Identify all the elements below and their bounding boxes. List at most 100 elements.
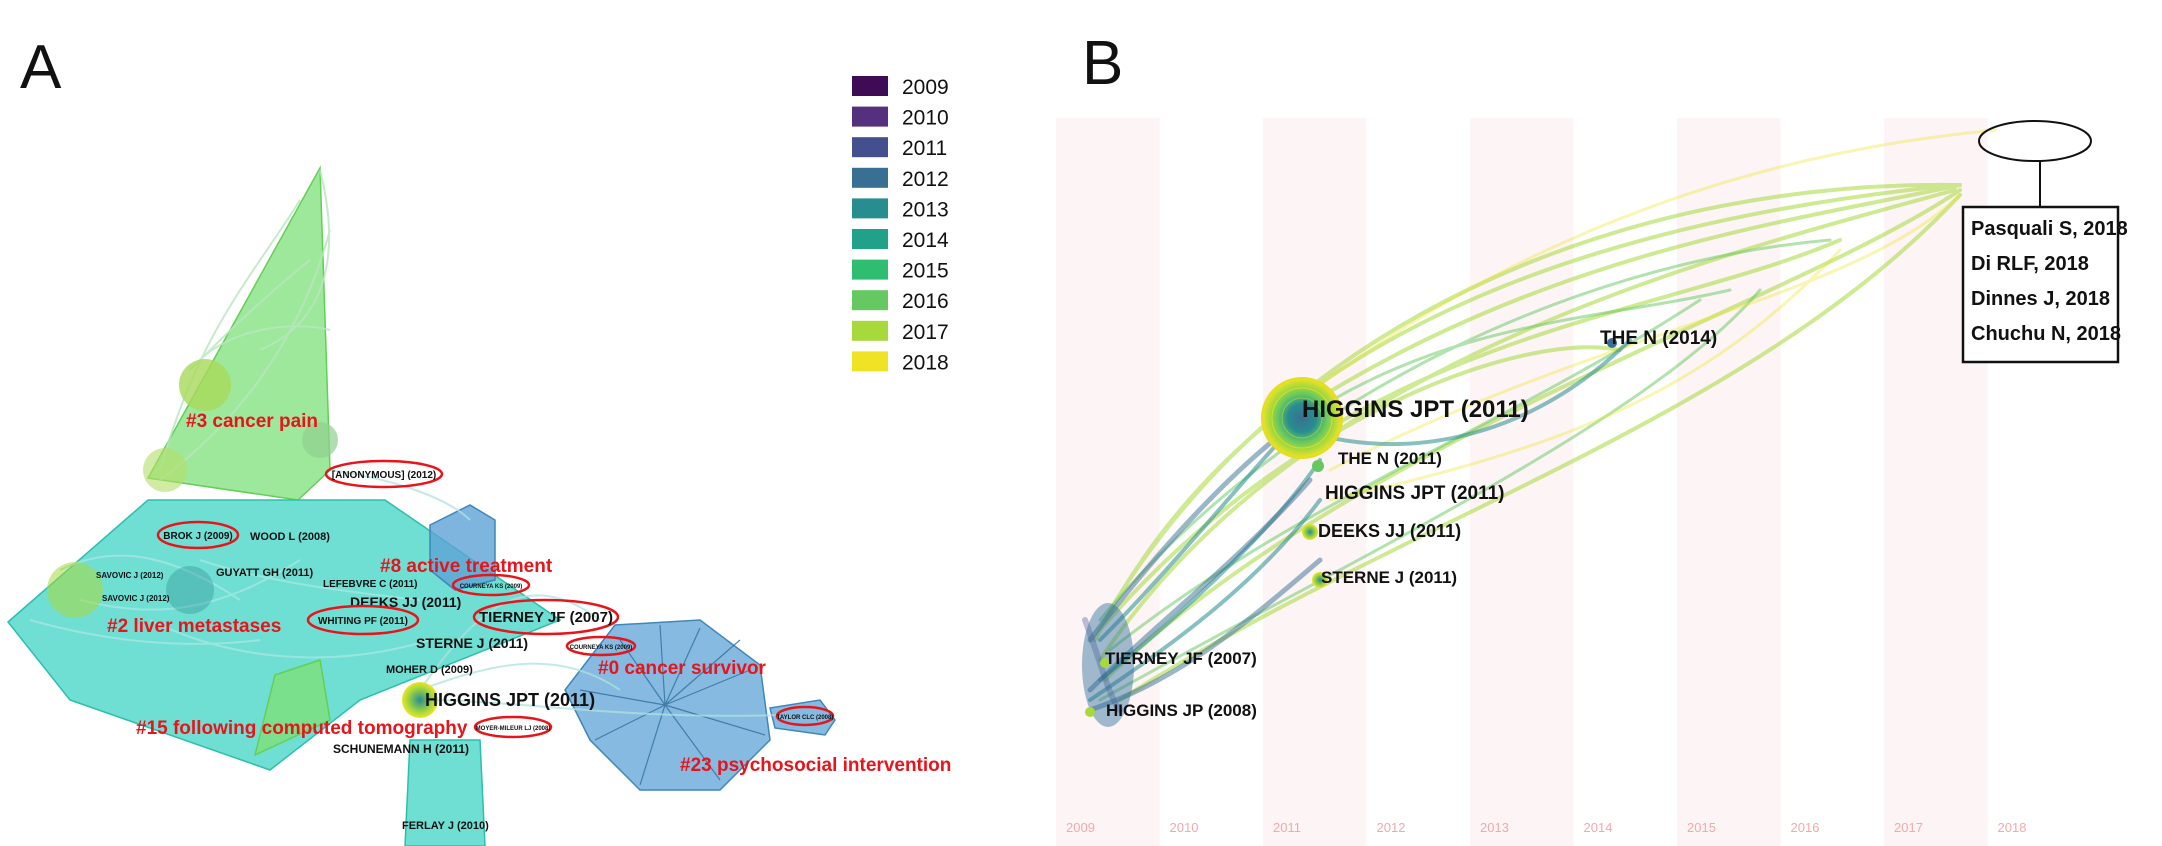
legend-swatch: [852, 290, 888, 311]
panel-a-letter: A: [20, 33, 62, 102]
legend-label: 2017: [902, 321, 949, 344]
node-label-taylor: TAYLOR CLC (2008): [777, 715, 834, 721]
node-label-higgins-jpt: HIGGINS JPT (2011): [425, 690, 595, 710]
node-label-moyer: MOYER-MILEUR LJ (2008): [476, 726, 551, 732]
node-label-deeks: DEEKS JJ (2011): [1318, 521, 1461, 541]
node-label-ferlay: FERLAY J (2010): [402, 820, 489, 832]
callout-entry-3: Dinnes J, 2018: [1971, 288, 2110, 310]
legend-label: 2012: [902, 168, 949, 191]
legend-label: 2009: [902, 76, 949, 99]
year-tick-label: 2011: [1273, 820, 1301, 835]
node-the-n-2014-circle: [1607, 338, 1617, 348]
cluster-liver-links: [29, 554, 431, 659]
node-label-tierney: TIERNEY JF (2007): [479, 609, 613, 626]
node-circle: [1302, 524, 1318, 540]
legend-swatch: [852, 198, 888, 219]
citation-arcs: [1082, 128, 1997, 713]
panel-b: B 2009 2010 2011 2012 2013 2014 2015 2016 2017 20…: [1056, 29, 2128, 846]
cluster-node-blob: [166, 566, 214, 614]
node-label-sterne: STERNE J (2011): [1321, 568, 1457, 587]
node-label-courneya-2: COURNEYA KS (2009): [570, 645, 633, 651]
cluster-label-cancer-pain: #3 cancer pain: [186, 411, 318, 432]
node-label-courneya-1: COURNEYA KS (2009): [460, 584, 523, 590]
legend-swatch: [852, 351, 888, 372]
highlight-ring: [565, 635, 637, 657]
highlight-ring: [775, 705, 835, 727]
year-tick-label: 2012: [1377, 820, 1406, 835]
node-label-sterne: STERNE J (2011): [416, 635, 528, 651]
timeline: 2009 2010 2011 2012 2013 2014 2015 2016 2017 2018: [1056, 118, 2026, 846]
cluster-node-blob: [143, 448, 187, 492]
year-tick-label: 2018: [1998, 820, 2027, 835]
legend-swatch: [852, 106, 888, 127]
cluster-label-liver-metastases: #2 liver metastases: [107, 616, 281, 637]
legend-swatch: [852, 167, 888, 188]
legend-label: 2016: [902, 290, 949, 313]
callout-ellipse: [1978, 120, 2092, 162]
callout-entry-1: Pasquali S, 2018: [1971, 218, 2128, 240]
callout-entry-4: Chuchu N, 2018: [1971, 323, 2121, 345]
year-tick-label: 2016: [1791, 820, 1820, 835]
highlight-ring: [473, 715, 553, 739]
year-stripe: [1056, 118, 1160, 846]
node-circle: [1312, 572, 1328, 588]
node-label-anonymous: [ANONYMOUS] (2012): [332, 470, 436, 481]
cluster-node-blob: [302, 422, 338, 458]
cluster-hull-bottom: [404, 739, 486, 846]
legend-label: 2018: [902, 351, 949, 374]
legend-swatch: [852, 320, 888, 341]
legend-label: 2015: [902, 260, 949, 283]
node-label-higgins-jpt-small: HIGGINS JPT (2011): [1325, 483, 1505, 504]
node-label-deeks: DEEKS JJ (2011): [350, 594, 461, 610]
inter-cluster-links: [329, 469, 781, 717]
node-circle: [1100, 658, 1110, 668]
cluster-hull-computed-tomography: [253, 659, 331, 757]
highlight-ring: [451, 573, 531, 597]
node-label-wood: WOOD L (2008): [250, 531, 330, 543]
highlight-ring: [472, 598, 620, 636]
node-label-the-n-2014: THE N (2014): [1600, 328, 1717, 349]
node-label-the-n-2011: THE N (2011): [1338, 449, 1442, 468]
year-stripe: [1677, 118, 1781, 846]
year-stripe: [1263, 118, 1367, 846]
legend-label: 2014: [902, 229, 949, 252]
node-circle: [1085, 707, 1095, 717]
node-label-lefebvre: LEFEBVRE C (2011): [323, 579, 417, 590]
panel-b-letter: B: [1082, 29, 1123, 98]
node-ring: [1271, 387, 1333, 449]
cluster-cancer-pain-links: [159, 169, 331, 481]
node-label-whiting: WHITING PF (2011): [318, 616, 408, 627]
highlight-ring: [306, 604, 420, 636]
node-label-savovic-1: SAVOVIC J (2012): [96, 571, 164, 580]
highlight-ring: [156, 520, 240, 550]
node-label-brok: BROK J (2009): [163, 531, 232, 542]
node-label-schunemann: SCHUNEMANN H (2011): [333, 742, 469, 756]
year-legend: 2009 2010 2011 2012 2013 2014 2015 2016 2017 2018: [852, 76, 949, 374]
node-label-guyatt: GUYATT GH (2011): [216, 567, 314, 579]
cluster-label-cancer-survivor: #0 cancer survivor: [598, 658, 767, 679]
callout-entry-2: Di RLF, 2018: [1971, 253, 2089, 275]
highlight-ring: [324, 459, 444, 489]
cluster-node-blob: [47, 562, 103, 618]
year-tick-label: 2014: [1584, 820, 1613, 835]
cluster-node-blob: [179, 359, 231, 411]
year-tick-label: 2009: [1066, 820, 1095, 835]
cluster-hull-liver-metastases: [6, 499, 562, 771]
year-tick-label: 2010: [1170, 820, 1199, 835]
year-tick-label: 2015: [1687, 820, 1716, 835]
node-label-higgins-jp: HIGGINS JP (2008): [1106, 701, 1257, 720]
year-tick-label: 2013: [1480, 820, 1509, 835]
legend-label: 2013: [902, 198, 949, 221]
year-tick-label: 2017: [1894, 820, 1923, 835]
node-higgins-jpt-big-circle: [1261, 377, 1343, 459]
node-label-savovic-2: SAVOVIC J (2012): [102, 594, 170, 603]
cluster-hull-cancer-survivor: [564, 619, 771, 791]
legend-label: 2011: [902, 137, 947, 160]
year-stripe: [1470, 118, 1574, 846]
legend-swatch: [852, 137, 888, 158]
cluster-label-active-treatment: #8 active treatment: [380, 556, 553, 577]
node-label-higgins-jpt-big: HIGGINS JPT (2011): [1302, 396, 1529, 423]
node-label-tierney: TIERNEY JF (2007): [1105, 649, 1257, 668]
cluster-hull-cancer-pain: [146, 165, 331, 501]
callout-box: [1961, 205, 2120, 364]
